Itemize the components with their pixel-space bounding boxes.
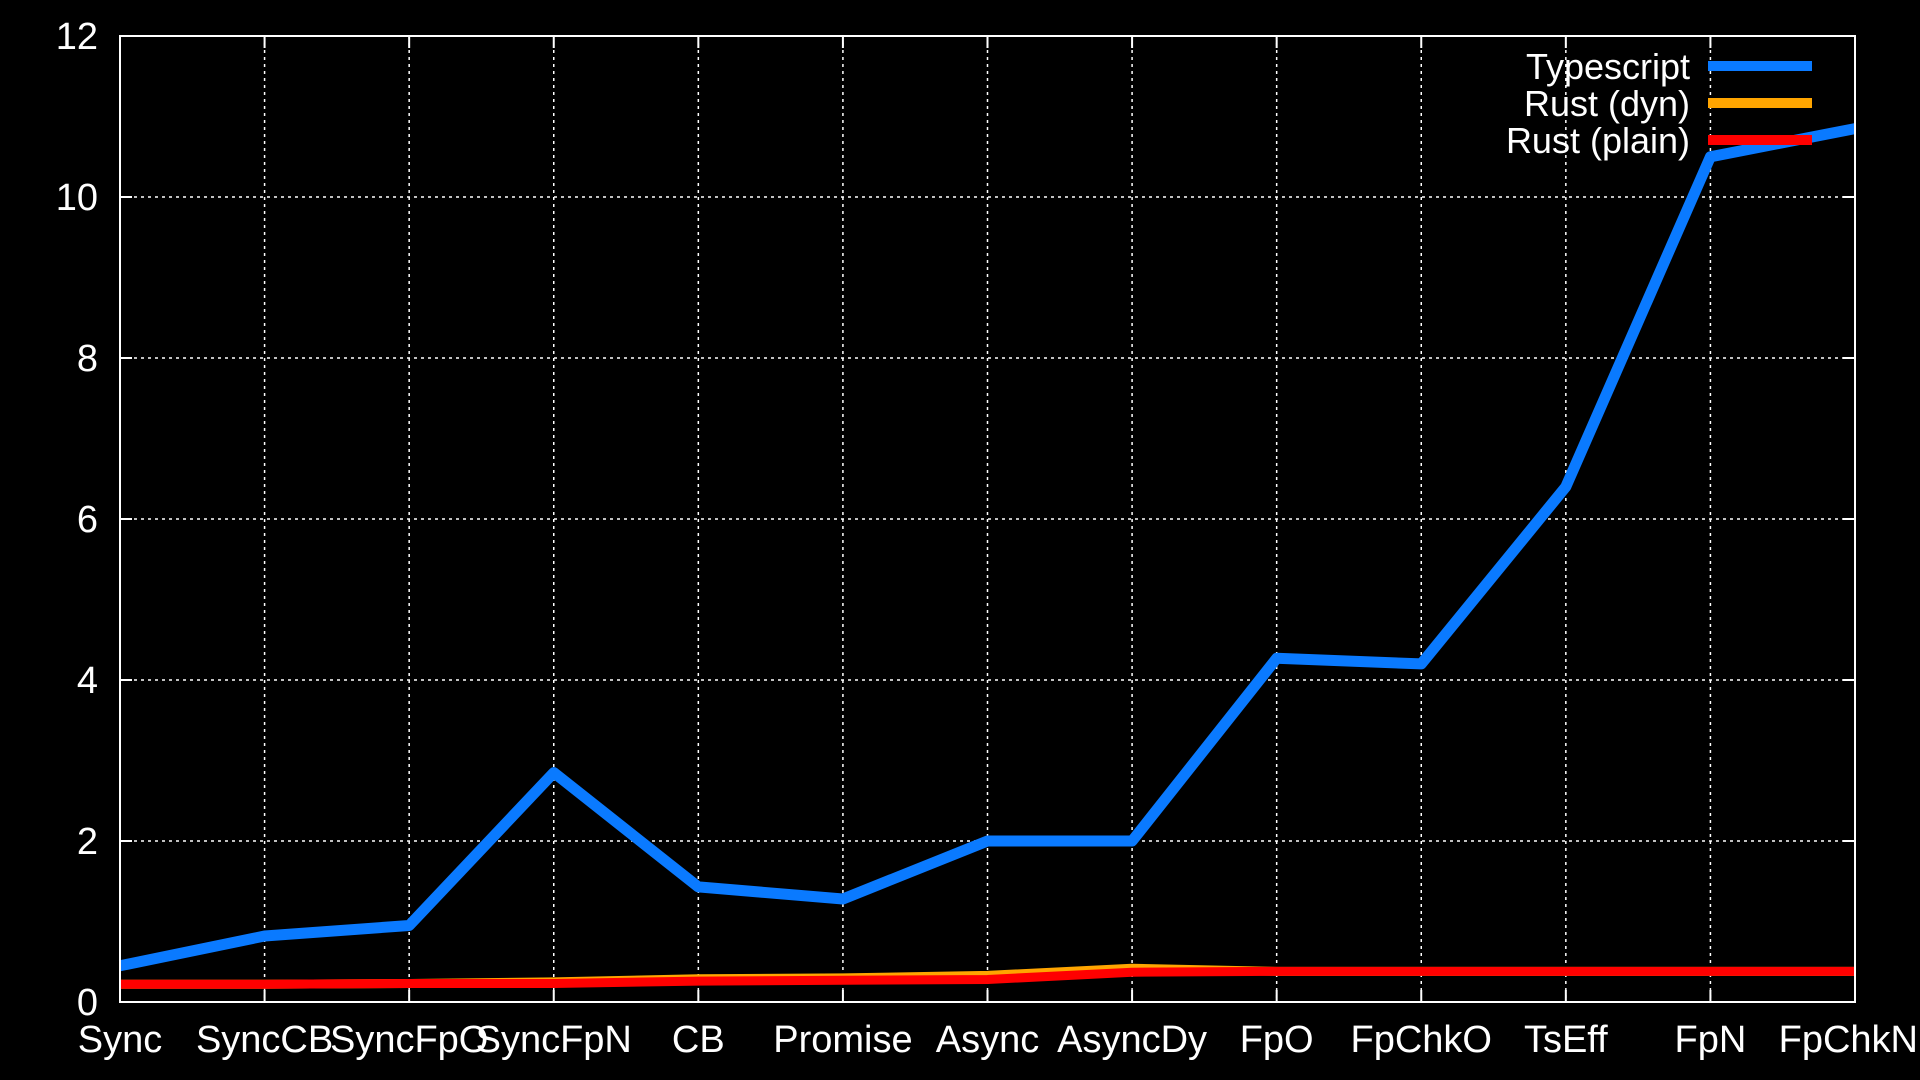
x-tick-label: SyncFpO bbox=[330, 1019, 488, 1061]
x-tick-label: SyncFpN bbox=[476, 1019, 632, 1061]
x-tick-label: FpChkN bbox=[1779, 1019, 1918, 1061]
y-tick-label: 6 bbox=[77, 499, 98, 541]
x-tick-label: FpN bbox=[1675, 1019, 1747, 1061]
x-tick-label: CB bbox=[672, 1019, 725, 1061]
y-tick-label: 4 bbox=[77, 660, 98, 702]
x-tick-label: FpO bbox=[1240, 1019, 1314, 1061]
y-tick-label: 12 bbox=[56, 16, 98, 58]
series-line-rust-plain bbox=[120, 966, 1855, 989]
x-tick-label: AsyncDy bbox=[1057, 1019, 1207, 1061]
legend-label: Rust (dyn) bbox=[1524, 83, 1690, 124]
y-tick-label: 10 bbox=[56, 177, 98, 219]
series-line-typescript bbox=[118, 123, 1857, 972]
series-lines bbox=[118, 123, 1857, 989]
y-tick-label: 8 bbox=[77, 338, 98, 380]
y-axis-ticks: 0 2 4 6 8 10 12 bbox=[56, 16, 1855, 1024]
legend-label: Rust (plain) bbox=[1506, 120, 1690, 161]
grid bbox=[120, 36, 1855, 1002]
x-tick-label: Promise bbox=[773, 1019, 912, 1061]
x-tick-label: SyncCB bbox=[196, 1019, 333, 1061]
y-tick-label: 2 bbox=[77, 821, 98, 863]
x-tick-label: TsEff bbox=[1524, 1019, 1608, 1061]
y-tick-label: 0 bbox=[77, 982, 98, 1024]
x-tick-label: Async bbox=[936, 1019, 1039, 1061]
legend-label: Typescript bbox=[1526, 46, 1690, 87]
x-tick-label: FpChkO bbox=[1351, 1019, 1492, 1061]
x-tick-label: Sync bbox=[78, 1019, 162, 1061]
